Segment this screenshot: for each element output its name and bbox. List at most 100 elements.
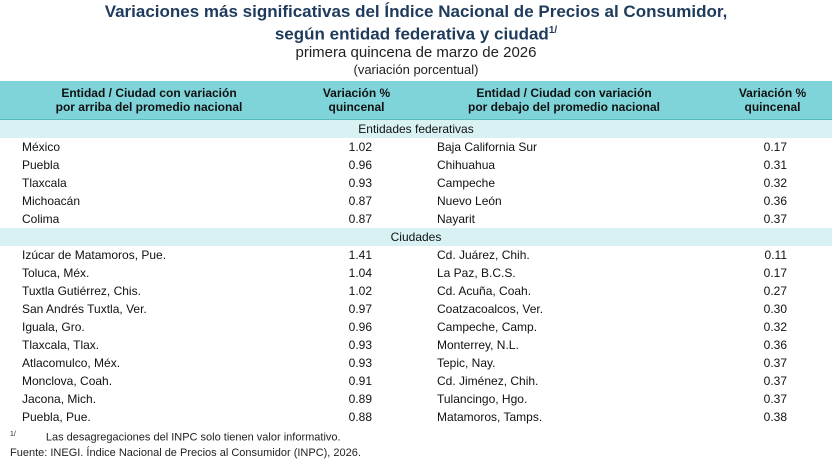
- name-cell: Tepic, Nay.: [437, 355, 496, 370]
- name-cell: Campeche: [437, 175, 496, 190]
- column-header-line: por arriba del promedio nacional: [55, 99, 243, 114]
- header: Variaciones más significativas del Índic…: [0, 0, 832, 77]
- name-cell: Puebla, Pue.: [22, 409, 91, 424]
- table-row: México 1.02 Baja California Sur 0.17: [0, 138, 832, 156]
- header-row: Entidad / Ciudad con variación por arriba…: [0, 80, 832, 120]
- section-row: Entidades federativas: [0, 119, 832, 138]
- column-header-line: quincenal: [744, 99, 801, 114]
- name-cell: Monclova, Coah.: [22, 373, 113, 388]
- name-cell: La Paz, B.C.S.: [437, 265, 516, 280]
- table: Entidad / Ciudad con variación por arriba…: [0, 80, 832, 426]
- value-cell: 0.27: [763, 283, 787, 298]
- name-cell: Coatzacoalcos, Ver.: [437, 301, 544, 316]
- subtitle: primera quincena de marzo de 2026: [295, 43, 537, 61]
- value-cell: 0.91: [348, 373, 372, 388]
- value-cell: 1.02: [348, 283, 372, 298]
- table-row: Jacona, Mich. 0.89 Tulancingo, Hgo. 0.37: [0, 390, 832, 408]
- name-cell: Toluca, Méx.: [22, 265, 90, 280]
- note: Las desagregaciones del INPC solo tienen…: [45, 431, 341, 444]
- name-cell: Nuevo León: [437, 193, 502, 208]
- table-row: Izúcar de Matamoros, Pue. 1.41 Cd. Juárez,…: [0, 246, 832, 264]
- name-cell: Tlaxcala, Tlax.: [22, 337, 100, 352]
- name-cell: Izúcar de Matamoros, Pue.: [22, 247, 167, 262]
- column-header-line: Entidad / Ciudad con variación: [476, 85, 652, 100]
- name-cell: México: [22, 139, 61, 154]
- value-cell: 0.87: [348, 211, 372, 226]
- value-cell: 0.17: [763, 265, 787, 280]
- value-cell: 0.37: [763, 373, 787, 388]
- value-cell: 1.02: [348, 139, 372, 154]
- value-cell: 1.04: [348, 265, 372, 280]
- unit: (variación porcentual): [353, 61, 479, 77]
- column-header-line: Variación %: [738, 85, 807, 100]
- name-cell: Iguala, Gro.: [22, 319, 85, 334]
- name-cell: Colima: [22, 211, 60, 226]
- name-cell: Baja California Sur: [437, 139, 538, 154]
- column-header-line: por debajo del promedio nacional: [467, 99, 661, 114]
- table-row: Atlacomulco, Méx. 0.93 Tepic, Nay. 0.37: [0, 354, 832, 372]
- value-cell: 1.41: [348, 247, 372, 262]
- value-cell: 0.97: [348, 301, 372, 316]
- table-row: Tlaxcala, Tlax. 0.93 Monterrey, N.L. 0.36: [0, 336, 832, 354]
- column-header-line: quincenal: [328, 99, 385, 114]
- value-cell: 0.96: [348, 319, 372, 334]
- section-label: Ciudades: [0, 227, 832, 246]
- value-cell: 0.87: [348, 193, 372, 208]
- value-cell: 0.88: [348, 409, 372, 424]
- value-cell: 0.36: [763, 337, 787, 352]
- name-cell: Tlaxcala: [22, 175, 67, 190]
- table-row: Michoacán 0.87 Nuevo León 0.36: [0, 192, 832, 210]
- name-cell: Atlacomulco, Méx.: [22, 355, 121, 370]
- value-cell: 0.11: [764, 247, 787, 262]
- source: Fuente: INEGI. Índice Nacional de Precio…: [10, 447, 361, 460]
- name-cell: Nayarit: [437, 211, 476, 226]
- name-cell: Cd. Juárez, Chih.: [437, 247, 530, 262]
- table-row: San Andrés Tuxtla, Ver. 0.97 Coatzacoalcos…: [0, 300, 832, 318]
- column-header: Entidad / Ciudad con variación por arriba…: [0, 80, 298, 120]
- table-row: Colima 0.87 Nayarit 0.37: [0, 210, 832, 228]
- name-cell: Puebla: [22, 157, 60, 172]
- value-cell: 0.89: [348, 391, 372, 406]
- name-cell: Monterrey, N.L.: [437, 337, 519, 352]
- value-cell: 0.32: [763, 319, 787, 334]
- table-row: Tlaxcala 0.93 Campeche 0.32: [0, 174, 832, 192]
- title: Variaciones más significativas del Índic…: [104, 2, 728, 21]
- column-header-line: Variación %: [322, 85, 391, 100]
- name-cell: Tuxtla Gutiérrez, Chis.: [22, 283, 141, 298]
- name-cell: Cd. Acuña, Coah.: [437, 283, 532, 298]
- column-header: Variación % quincenal: [713, 80, 832, 120]
- table-row: Puebla 0.96 Chihuahua 0.31: [0, 156, 832, 174]
- value-cell: 0.37: [763, 355, 787, 370]
- column-header-line: Entidad / Ciudad con variación: [61, 85, 237, 100]
- name-cell: Matamoros, Tamps.: [437, 409, 543, 424]
- table-body: Entidades federativas México 1.02 Baja Cali…: [0, 119, 832, 426]
- title: según entidad federativa y ciudad: [274, 24, 549, 44]
- value-cell: 0.93: [348, 175, 372, 190]
- value-cell: 0.96: [348, 157, 372, 172]
- value-cell: 0.93: [348, 337, 372, 352]
- section-row: Ciudades: [0, 227, 832, 246]
- table-row: Tuxtla Gutiérrez, Chis. 1.02 Cd. Acuña, Co…: [0, 282, 832, 300]
- value-cell: 0.93: [348, 355, 372, 370]
- table-row: Toluca, Méx. 1.04 La Paz, B.C.S. 0.17: [0, 264, 832, 282]
- name-cell: Chihuahua: [437, 157, 496, 172]
- value-cell: 0.38: [763, 409, 787, 424]
- name-cell: Jacona, Mich.: [22, 391, 97, 406]
- name-cell: Cd. Jiménez, Chih.: [437, 373, 539, 388]
- value-cell: 0.30: [763, 301, 787, 316]
- value-cell: 0.37: [763, 391, 787, 406]
- table-row: Iguala, Gro. 0.96 Campeche, Camp. 0.32: [0, 318, 832, 336]
- column-header: Entidad / Ciudad con variación por debajo…: [415, 80, 713, 120]
- name-cell: San Andrés Tuxtla, Ver.: [22, 301, 147, 316]
- value-cell: 0.32: [763, 175, 787, 190]
- section-label: Entidades federativas: [0, 119, 832, 138]
- name-cell: Michoacán: [22, 193, 81, 208]
- value-cell: 0.17: [763, 139, 787, 154]
- value-cell: 0.37: [763, 211, 787, 226]
- name-cell: Tulancingo, Hgo.: [437, 391, 528, 406]
- note-mark: 1/: [10, 430, 16, 438]
- name-cell: Campeche, Camp.: [437, 319, 538, 334]
- column-header: Variación % quincenal: [298, 80, 415, 120]
- footnote: 1/Las desagregaciones del INPC solo tien…: [0, 428, 832, 445]
